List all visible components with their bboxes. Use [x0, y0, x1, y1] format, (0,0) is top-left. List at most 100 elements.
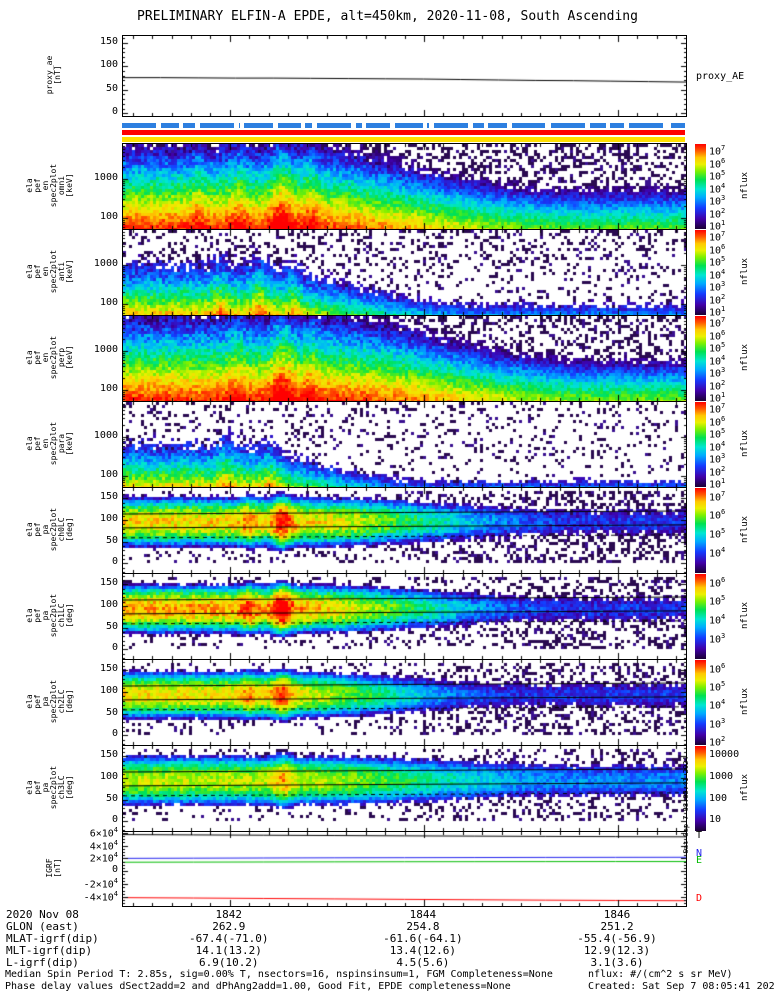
colorbar-label: 105 — [709, 527, 726, 541]
ytick-label-igrf: 0 — [111, 864, 118, 876]
igrf-component-label-D: D — [696, 892, 703, 904]
ytick-label-pa_ch2lc: 150 — [99, 663, 118, 675]
colorbar-label: 101 — [709, 219, 726, 233]
colorbar-label: 103 — [709, 716, 726, 730]
colorbar-label: 106 — [709, 661, 726, 675]
plot-canvas-en_anti — [123, 230, 686, 315]
colorbar-label: 104 — [709, 613, 726, 627]
colorbar-label: 104 — [709, 545, 726, 560]
bottom-row-value: 262.9 — [212, 920, 246, 933]
colorbar-label: 107 — [709, 230, 726, 244]
bottom-row-value: 6.9(10.2) — [198, 956, 259, 969]
plot-canvas-proxy_ae — [123, 36, 686, 116]
colorbar-label: 105 — [709, 169, 726, 183]
panel-en_para — [122, 401, 687, 488]
bottom-row-value: 1846 — [603, 908, 631, 921]
bottom-row-value: -61.6(-64.1) — [383, 932, 463, 945]
ytick-label-en_anti: 100 — [99, 296, 118, 308]
colorbar-title-en_omni: nflux — [740, 171, 750, 200]
status-bar-yellow — [122, 137, 685, 142]
colorbar-label: 106 — [709, 156, 726, 170]
plot-canvas-igrf — [123, 832, 686, 906]
colorbar-label: 103 — [709, 452, 726, 466]
ytick-label-en_perp: 100 — [99, 382, 118, 394]
colorbar-label: 102 — [709, 735, 726, 749]
ylabel-en_perp: ela pef en spec2plot perp [keV] — [25, 335, 74, 380]
ytick-label-pa_ch2lc: 0 — [111, 728, 118, 740]
bottom-row-label: 2020 Nov 08 — [6, 908, 79, 921]
colorbar-label: 105 — [709, 594, 726, 608]
ytick-label-igrf: 6×104 — [89, 825, 118, 839]
colorbar-en_perp — [695, 316, 706, 401]
colorbar-label: 105 — [709, 427, 726, 441]
ytick-label-pa_ch3lc: 50 — [105, 792, 118, 804]
ytick-label-pa_ch0lc: 150 — [99, 491, 118, 503]
ytick-label-pa_ch1lc: 150 — [99, 577, 118, 589]
panel-en_omni — [122, 143, 687, 230]
colorbar-label: 107 — [709, 316, 726, 330]
ytick-label-igrf: 2×104 — [89, 851, 118, 865]
bottom-row-value: 12.9(12.3) — [583, 944, 651, 957]
colorbar-label: 101 — [709, 305, 726, 319]
panel-en_anti — [122, 229, 687, 316]
igrf-component-label-T: T — [696, 829, 703, 841]
ytick-label-igrf: 4×104 — [89, 838, 118, 852]
ylabel-pa_ch0lc: ela pef pa spec2plot ch0LC [deg] — [25, 507, 74, 552]
bottom-row-value: 4.5(5.6) — [396, 956, 450, 969]
ytick-label-pa_ch2lc: 50 — [105, 706, 118, 718]
colorbar-label: 105 — [709, 341, 726, 355]
colorbar-label: 104 — [709, 698, 726, 712]
plot-canvas-en_omni — [123, 144, 686, 229]
colorbar-title-en_para: nflux — [740, 429, 750, 458]
colorbar-label: 102 — [709, 206, 726, 220]
bottom-row-value: 254.8 — [406, 920, 440, 933]
colorbar-title-pa_ch2lc: nflux — [740, 687, 750, 716]
bottom-row-value: 1842 — [215, 908, 243, 921]
colorbar-label: 106 — [709, 328, 726, 342]
ytick-label-pa_ch1lc: 100 — [99, 599, 118, 611]
colorbar-label: 103 — [709, 194, 726, 208]
colorbar-pa_ch1lc — [695, 574, 706, 659]
ytick-label-pa_ch2lc: 100 — [99, 685, 118, 697]
bottom-row-value: 14.1(13.2) — [195, 944, 262, 957]
ytick-label-en_anti: 1000 — [93, 257, 118, 269]
plot-canvas-pa_ch3lc — [123, 746, 686, 831]
ytick-label-pa_ch3lc: 0 — [111, 814, 118, 826]
ytick-label-proxy_ae: 0 — [111, 106, 118, 118]
ytick-label-igrf: -4×104 — [83, 889, 118, 904]
ytick-label-pa_ch1lc: 0 — [111, 642, 118, 654]
footer-spin-info: Median Spin Period T: 2.85s, sig=0.00% T… — [5, 969, 553, 980]
plot-canvas-pa_ch1lc — [123, 574, 686, 659]
ylabel-en_omni: ela pef en spec2plot omni [keV] — [25, 163, 74, 208]
bottom-row-value: 3.1(3.6) — [590, 956, 644, 969]
ytick-label-pa_ch0lc: 100 — [99, 513, 118, 525]
right-label-proxy_ae: proxy_AE — [696, 71, 745, 83]
ytick-label-en_omni: 100 — [99, 210, 118, 222]
bottom-row-value: 251.2 — [600, 920, 634, 933]
colorbar-pa_ch2lc — [695, 660, 706, 745]
colorbar-label: 102 — [709, 292, 726, 306]
availability-bar-blue — [122, 123, 685, 128]
colorbar-title-pa_ch1lc: nflux — [740, 601, 750, 630]
panel-pa_ch1lc — [122, 573, 687, 660]
colorbar-label: 103 — [709, 366, 726, 380]
ytick-label-proxy_ae: 100 — [99, 59, 118, 71]
panel-en_perp — [122, 315, 687, 402]
colorbar-pa_ch0lc — [695, 488, 706, 573]
ylabel-igrf: IGRF [nT] — [45, 858, 62, 878]
panel-igrf — [122, 831, 687, 907]
plot-canvas-pa_ch2lc — [123, 660, 686, 745]
bottom-row-label: GLON (east) — [6, 920, 79, 933]
ytick-label-pa_ch0lc: 50 — [105, 534, 118, 546]
colorbar-label: 1000 — [709, 770, 734, 782]
colorbar-label: 104 — [709, 267, 726, 281]
ytick-label-en_omni: 1000 — [93, 171, 118, 183]
ytick-label-pa_ch0lc: 0 — [111, 556, 118, 568]
colorbar-label: 105 — [709, 679, 726, 694]
colorbar-title-pa_ch0lc: nflux — [740, 515, 750, 544]
colorbar-label: 107 — [709, 144, 726, 158]
bottom-row-value: 1844 — [409, 908, 437, 921]
ylabel-pa_ch2lc: ela pef pa spec2plot ch2LC [deg] — [25, 679, 74, 724]
footer-phase-info: Phase delay values dSect2add=2 and dPhAn… — [5, 981, 511, 992]
